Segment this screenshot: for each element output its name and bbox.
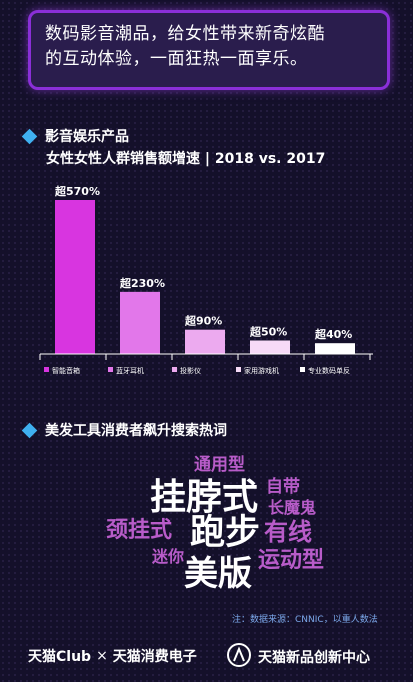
quote-box: 数码影音潮品，给女性带来新奇炫酷 的互动体验，一面狂热一面享乐。: [28, 10, 390, 90]
section1-title: 影音娱乐产品: [21, 126, 129, 146]
quote-text: 数码影音潮品，给女性带来新奇炫酷 的互动体验，一面狂热一面享乐。: [45, 22, 375, 72]
bar-chart: 超570% 超230% 超90% 超50% 超40% 智能音箱 蓝牙耳机 投影仪 家用游戏机 专…: [39, 184, 373, 375]
innovation-logo-icon: [227, 643, 251, 667]
word-cloud-term: 迷你: [152, 547, 185, 566]
footer-brand-innovation: 天猫新品创新中心: [226, 643, 370, 668]
word-cloud-term: 美版: [184, 554, 252, 594]
brand-separator: ×: [96, 648, 108, 664]
word-cloud-term: 自带: [266, 477, 300, 497]
word-cloud-term: 运动型: [258, 548, 325, 573]
footer-brands: 天猫Club × 天猫消费电子: [28, 646, 197, 666]
quote-line-2: 的互动体验，一面狂热一面享乐。: [45, 49, 308, 69]
quote-line-1: 数码影音潮品，给女性带来新奇炫酷: [45, 24, 325, 44]
bar-1: [120, 291, 160, 354]
section2-title: 美发工具消费者飙升搜索热词: [21, 420, 227, 440]
legend-label: 蓝牙耳机: [116, 366, 144, 375]
bar-3: [250, 340, 290, 354]
word-cloud-term: 有线: [264, 518, 312, 546]
legend-label: 智能音箱: [52, 366, 80, 375]
section1-subtitle: 女性女性人群销售额增速 | 2018 vs. 2017: [46, 151, 326, 167]
bar-value-label: 超40%: [314, 327, 352, 341]
diamond-icon: [21, 128, 38, 144]
brand-tmall-innovation: 天猫新品创新中心: [258, 650, 370, 666]
section2-title-text: 美发工具消费者飙升搜索热词: [45, 423, 227, 439]
word-cloud-term: 通用型: [194, 455, 245, 475]
legend-swatch: [172, 367, 177, 372]
diamond-icon: [21, 422, 38, 438]
data-source-note: 注：数据来源：CNNIC，以重人数法: [232, 615, 378, 625]
legend-label: 投影仪: [180, 366, 201, 375]
bar-value-label: 超90%: [184, 314, 222, 328]
brand-tmall-electronics: 天猫消费电子: [112, 649, 197, 665]
word-cloud-term: 长魔鬼: [268, 498, 317, 517]
legend-swatch: [44, 367, 49, 372]
legend-swatch: [236, 367, 241, 372]
word-cloud-term: 跑步: [190, 513, 261, 553]
bar-0: [55, 200, 95, 354]
legend-swatch: [108, 367, 113, 372]
section1-title-text: 影音娱乐产品: [45, 129, 129, 145]
bar-2: [185, 329, 225, 354]
legend-label: 专业数码单反: [308, 366, 350, 375]
bar-value-label: 超230%: [119, 276, 165, 290]
brand-tmall-club: 天猫Club: [28, 649, 92, 665]
bar-value-label: 超570%: [54, 184, 100, 198]
legend-swatch: [300, 367, 305, 372]
bar-4: [315, 343, 355, 354]
bar-value-label: 超50%: [249, 324, 287, 338]
word-cloud-term: 挂脖式: [150, 477, 259, 518]
word-cloud-term: 颈挂式: [106, 518, 173, 543]
legend-label: 家用游戏机: [244, 366, 279, 375]
